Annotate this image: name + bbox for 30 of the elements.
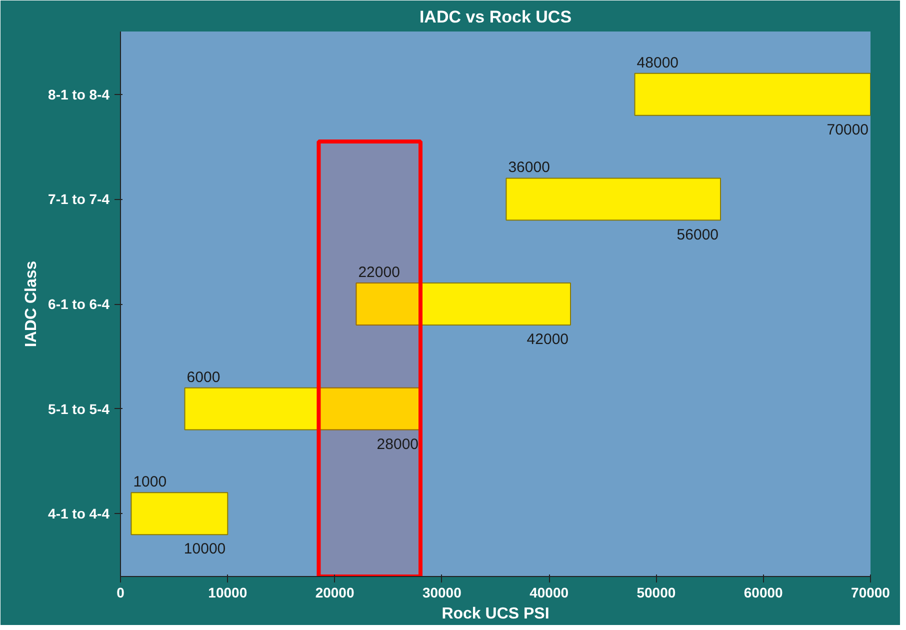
x-tick-label: 30000 <box>422 584 462 600</box>
x-tick-label: 70000 <box>851 584 890 600</box>
annotation: 28000 <box>376 436 419 453</box>
y-axis-title: IADC Class <box>23 260 40 348</box>
bar <box>634 72 870 116</box>
annotation: 42000 <box>526 331 569 348</box>
bar <box>356 282 571 326</box>
annotation: 1000 <box>133 474 167 491</box>
y-tick-label: 8-1 to 8-4 <box>48 86 110 102</box>
annotation: 70000 <box>826 121 869 138</box>
annotation: 36000 <box>508 159 550 176</box>
y-tick-label: 7-1 to 7-4 <box>48 191 110 208</box>
x-tick-label: 10000 <box>208 584 248 600</box>
x-tick-label: 0 <box>116 584 125 600</box>
x-tick-label: 20000 <box>315 584 354 600</box>
annotation: 10000 <box>184 540 226 558</box>
annotation: 48000 <box>636 54 679 72</box>
annotation: 56000 <box>676 226 719 244</box>
x-tick-label: 60000 <box>744 584 784 600</box>
bar <box>130 492 228 536</box>
bar <box>506 178 721 221</box>
y-tick-label: 4-1 to 4-4 <box>48 506 110 522</box>
x-tick-label: 40000 <box>530 584 569 600</box>
y-tick-label: 6-1 to 6-4 <box>48 296 110 312</box>
annotation: 6000 <box>186 368 220 386</box>
y-tick-label: 5-1 to 5-4 <box>48 400 110 417</box>
x-tick-label: 50000 <box>636 584 676 600</box>
annotation: 22000 <box>358 264 400 281</box>
chart-title: IADC vs Rock UCS <box>419 8 572 26</box>
x-axis-title: Rock UCS PSI <box>442 606 550 622</box>
